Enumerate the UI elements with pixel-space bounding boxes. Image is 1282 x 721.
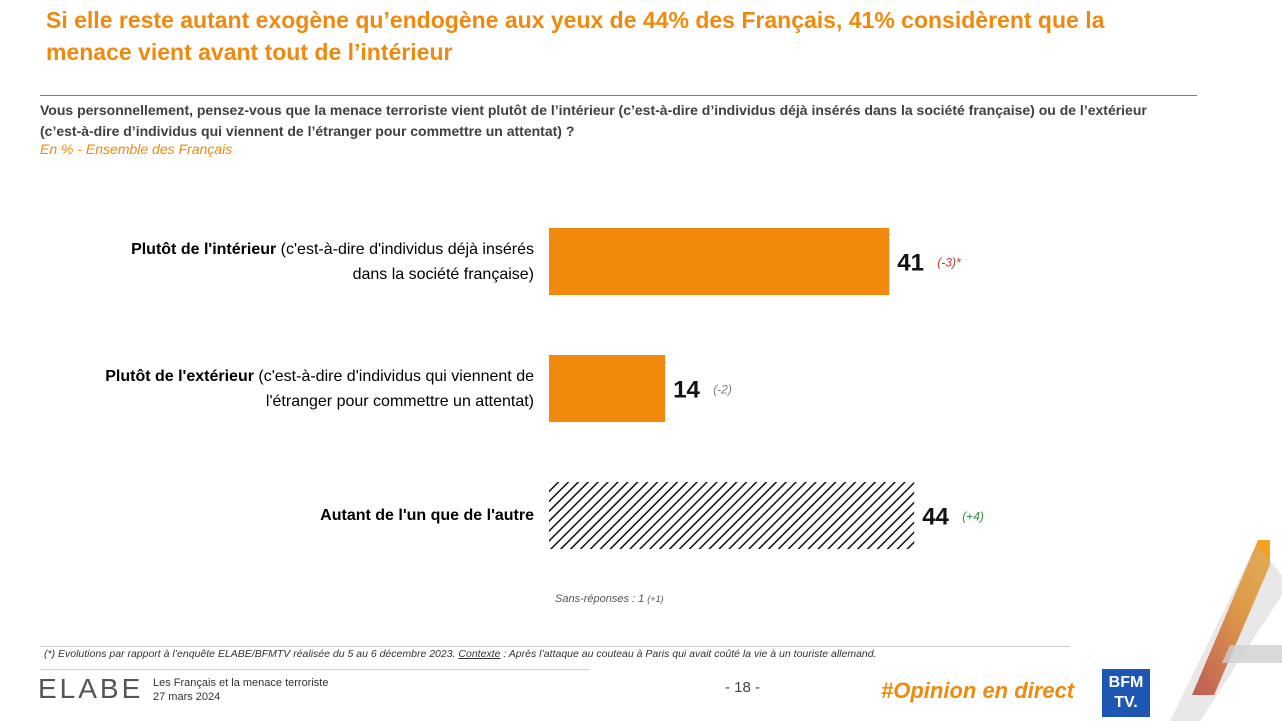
category-label-exterieur: Plutôt de l'extérieur (c'est-à-dire d'in… — [94, 364, 534, 414]
category-label-bold: Plutôt de l'intérieur — [131, 241, 277, 258]
bfmtv-logo: BFM TV. — [1102, 669, 1150, 717]
study-date: 27 mars 2024 — [153, 691, 221, 703]
value-label-1: 14 — [673, 377, 700, 404]
category-label-autant: Autant de l'un que de l'autre — [94, 503, 534, 528]
base-note: En % - Ensemble des Français — [40, 141, 233, 157]
bfm-logo-line1: BFM — [1108, 674, 1144, 691]
bar-1 — [549, 355, 666, 422]
elabe-corner-logo-icon — [1170, 540, 1282, 721]
footnote-context-label: Contexte — [458, 648, 501, 660]
bar-0 — [549, 228, 890, 295]
footnote-suffix: : Après l’attaque au couteau à Paris qui… — [500, 648, 877, 660]
survey-question: Vous personnellement, pensez-vous que la… — [40, 102, 1147, 139]
value-label-2: 44 — [922, 504, 949, 531]
footnote: (*) Evolutions par rapport à l’enquête E… — [44, 648, 877, 660]
bfm-logo-line2: TV. — [1114, 694, 1138, 711]
evolution-label-1: (-2) — [713, 383, 732, 397]
elabe-logo: ELABE — [38, 673, 144, 704]
footnote-prefix: (*) Evolutions par rapport à l’enquête E… — [44, 648, 459, 660]
footnote-divider — [40, 646, 1070, 647]
value-label-0: 41 — [897, 250, 924, 277]
hashtag: #Opinion en direct — [881, 678, 1075, 703]
page-number: - 18 - — [725, 679, 761, 696]
category-label-interieur: Plutôt de l'intérieur (c'est-à-dire d'in… — [94, 237, 534, 287]
study-info: Les Français et la menace terroriste 27 … — [153, 676, 328, 704]
footer-divider — [40, 669, 590, 670]
category-label-rest: (c'est-à-dire d'individus déjà insérés d… — [276, 241, 534, 283]
category-label-rest: (c'est-à-dire d'individus qui viennent d… — [253, 368, 534, 410]
study-title: Les Français et la menace terroriste — [153, 677, 329, 689]
evolution-label-0: (-3)* — [937, 256, 961, 270]
no-answer-text: Sans-réponses : 1 — [555, 593, 645, 605]
no-answer-note: Sans-réponses : 1 (+1) — [555, 593, 664, 605]
category-label-bold: Autant de l'un que de l'autre — [320, 507, 534, 524]
no-answer-evolution: (+1) — [647, 594, 664, 604]
slide-title: Si elle reste autant exogène qu’endogène… — [46, 7, 1105, 65]
bar-2 — [549, 482, 915, 549]
category-label-bold: Plutôt de l'extérieur — [105, 368, 254, 385]
title-divider — [40, 95, 1197, 96]
evolution-label-2: (+4) — [962, 510, 984, 524]
